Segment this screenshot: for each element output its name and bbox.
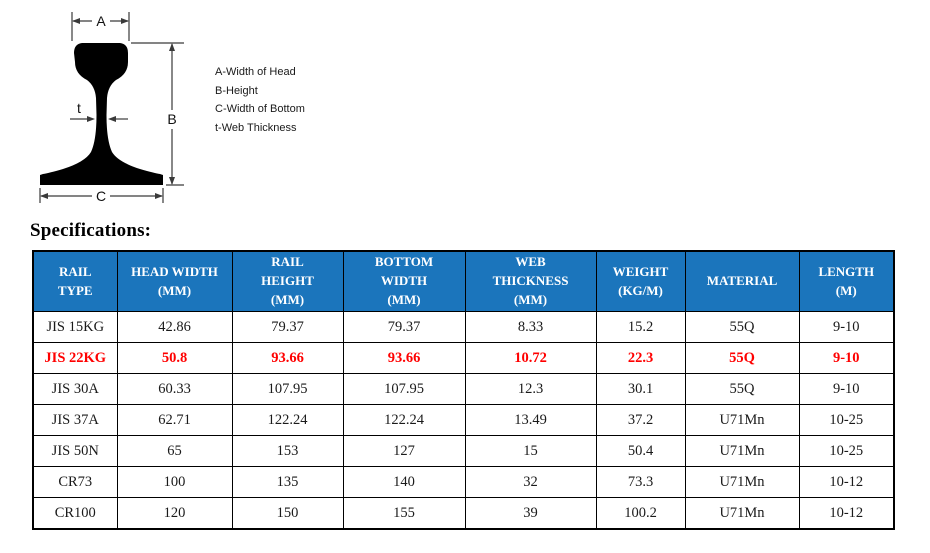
cell-rail-type: JIS 37A — [32, 404, 118, 436]
cell-weight: 100.2 — [595, 497, 686, 530]
cell-head-width: 100 — [116, 466, 233, 498]
cell-weight: 73.3 — [595, 466, 686, 498]
cell-weight: 22.3 — [595, 342, 686, 374]
specifications-table-wrapper: RAIL TYPE HEAD WIDTH (MM) RAIL HEIGHT (M… — [32, 250, 895, 530]
cell-material: U71Mn — [684, 466, 800, 498]
cell-head-width: 42.86 — [116, 311, 233, 343]
cell-head-width: 60.33 — [116, 373, 233, 405]
cell-web-thickness: 8.33 — [464, 311, 597, 343]
cell-rail-height: 135 — [231, 466, 344, 498]
legend-item-a: A-Width of Head — [215, 66, 296, 78]
cell-material: U71Mn — [684, 435, 800, 467]
cell-bottom-width: 140 — [342, 466, 466, 498]
table-row: JIS 22KG 50.8 93.66 93.66 10.72 22.3 55Q… — [32, 342, 895, 374]
specifications-table: RAIL TYPE HEAD WIDTH (MM) RAIL HEIGHT (M… — [32, 250, 895, 530]
dimension-label-c: C — [96, 188, 106, 204]
section-title: Specifications: — [30, 220, 152, 241]
cell-rail-height: 79.37 — [231, 311, 344, 343]
cell-material: 55Q — [684, 373, 800, 405]
rail-cross-section-diagram: A B C t — [39, 12, 184, 204]
cell-rail-height: 107.95 — [231, 373, 344, 405]
cell-length: 9-10 — [798, 373, 895, 405]
column-header-length: LENGTH (M) — [798, 250, 895, 312]
table-row: CR73 100 135 140 32 73.3 U71Mn 10-12 — [32, 466, 895, 498]
cell-bottom-width: 107.95 — [342, 373, 466, 405]
cell-web-thickness: 12.3 — [464, 373, 597, 405]
cell-weight: 30.1 — [595, 373, 686, 405]
cell-web-thickness: 10.72 — [464, 342, 597, 374]
column-header-rail-type: RAIL TYPE — [32, 250, 118, 312]
cell-rail-type: JIS 15KG — [32, 311, 118, 343]
cell-head-width: 50.8 — [116, 342, 233, 374]
cell-rail-height: 93.66 — [231, 342, 344, 374]
cell-material: 55Q — [684, 311, 800, 343]
cell-length: 9-10 — [798, 342, 895, 374]
cell-length: 10-12 — [798, 466, 895, 498]
column-header-web-thickness: WEB THICKNESS (MM) — [464, 250, 597, 312]
dimension-c: C — [39, 188, 164, 204]
dimension-a: A — [71, 12, 130, 41]
cell-rail-height: 153 — [231, 435, 344, 467]
cell-material: 55Q — [684, 342, 800, 374]
cell-web-thickness: 32 — [464, 466, 597, 498]
cell-rail-type: JIS 30A — [32, 373, 118, 405]
cell-bottom-width: 155 — [342, 497, 466, 530]
cell-web-thickness: 39 — [464, 497, 597, 530]
cell-weight: 50.4 — [595, 435, 686, 467]
dimension-label-t: t — [77, 100, 81, 116]
cell-rail-type: JIS 22KG — [32, 342, 118, 374]
cell-head-width: 62.71 — [116, 404, 233, 436]
legend-item-b: B-Height — [215, 84, 258, 97]
legend-item-c: C-Width of Bottom — [215, 103, 305, 115]
cell-bottom-width: 93.66 — [342, 342, 466, 374]
table-row: CR100 120 150 155 39 100.2 U71Mn 10-12 — [32, 497, 895, 530]
cell-bottom-width: 127 — [342, 435, 466, 467]
cell-rail-height: 122.24 — [231, 404, 344, 436]
rail-profile-shape — [40, 43, 163, 185]
cell-bottom-width: 122.24 — [342, 404, 466, 436]
table-row: JIS 15KG 42.86 79.37 79.37 8.33 15.2 55Q… — [32, 311, 895, 343]
dimension-t: t — [70, 100, 128, 122]
column-header-bottom-width: BOTTOM WIDTH (MM) — [342, 250, 466, 312]
cell-web-thickness: 15 — [464, 435, 597, 467]
table-row: JIS 30A 60.33 107.95 107.95 12.3 30.1 55… — [32, 373, 895, 405]
cell-rail-type: CR73 — [32, 466, 118, 498]
column-header-weight: WEIGHT (KG/M) — [595, 250, 686, 312]
column-header-head-width: HEAD WIDTH (MM) — [116, 250, 233, 312]
cell-length: 9-10 — [798, 311, 895, 343]
cell-head-width: 65 — [116, 435, 233, 467]
cell-material: U71Mn — [684, 497, 800, 530]
dimension-label-b: B — [167, 111, 176, 127]
cell-length: 10-25 — [798, 435, 895, 467]
column-header-rail-height: RAIL HEIGHT (MM) — [231, 250, 344, 312]
cell-rail-height: 150 — [231, 497, 344, 530]
table-row: JIS 37A 62.71 122.24 122.24 13.49 37.2 U… — [32, 404, 895, 436]
cell-web-thickness: 13.49 — [464, 404, 597, 436]
cell-rail-type: CR100 — [32, 497, 118, 530]
dimension-label-a: A — [96, 13, 106, 29]
cell-length: 10-25 — [798, 404, 895, 436]
cell-weight: 37.2 — [595, 404, 686, 436]
header-row: RAIL TYPE HEAD WIDTH (MM) RAIL HEIGHT (M… — [32, 250, 895, 312]
dimension-b: B — [131, 42, 184, 186]
cell-length: 10-12 — [798, 497, 895, 530]
cell-material: U71Mn — [684, 404, 800, 436]
cell-rail-type: JIS 50N — [32, 435, 118, 467]
cell-weight: 15.2 — [595, 311, 686, 343]
legend-item-t: t-Web Thickness — [215, 121, 297, 134]
column-header-material: MATERIAL — [684, 250, 800, 312]
cell-bottom-width: 79.37 — [342, 311, 466, 343]
diagram-legend: A-Width of Head B-Height C-Width of Bott… — [215, 63, 305, 137]
table-row: JIS 50N 65 153 127 15 50.4 U71Mn 10-25 — [32, 435, 895, 467]
cell-head-width: 120 — [116, 497, 233, 530]
